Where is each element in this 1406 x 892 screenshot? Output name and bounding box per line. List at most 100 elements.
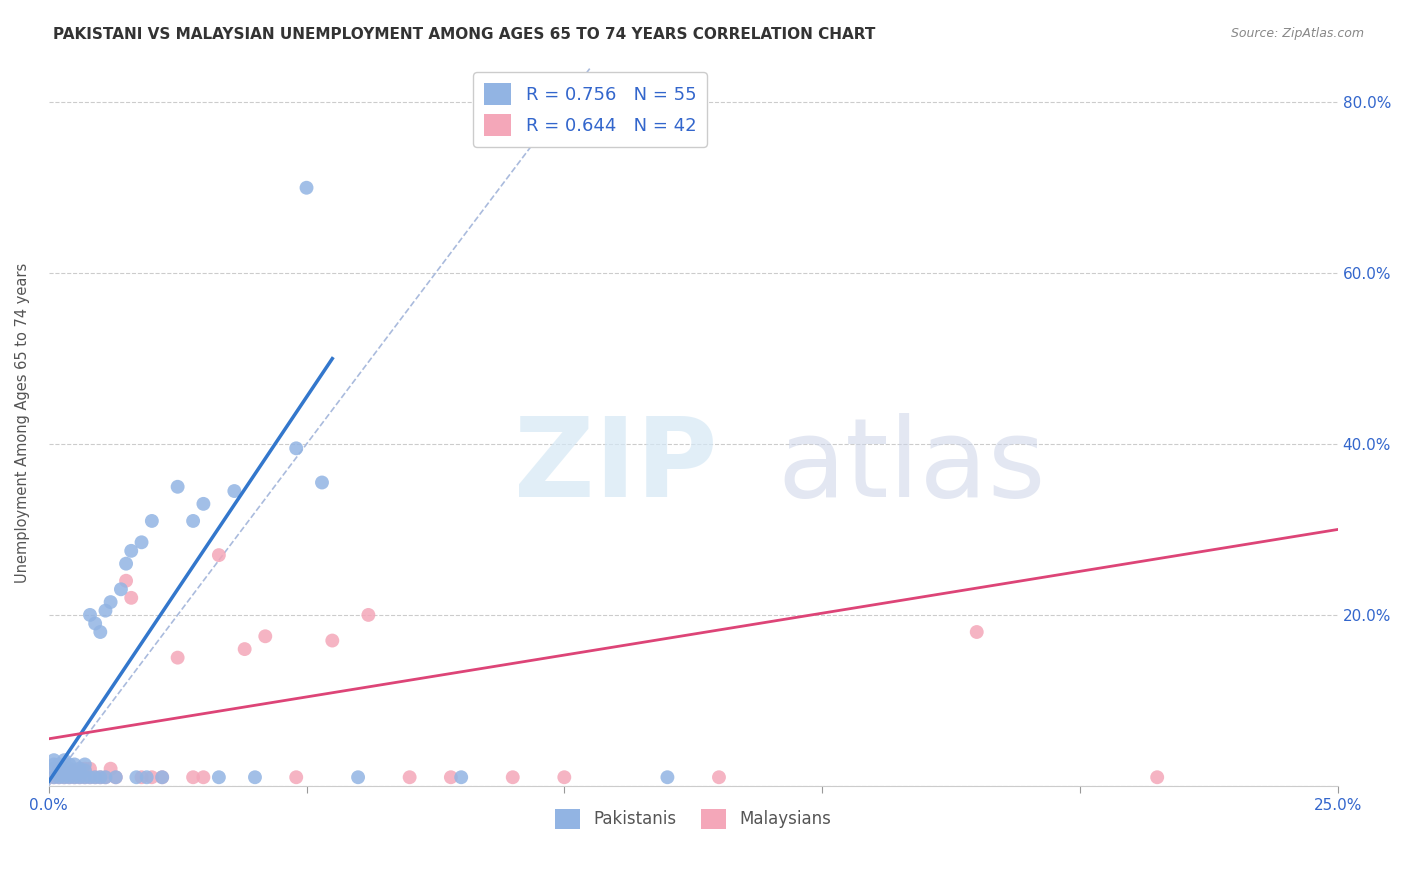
Point (357, 607, 380, 622)
Point (84, 770, 107, 784)
Point (966, 625, 988, 640)
Point (193, 770, 215, 784)
Point (104, 770, 127, 784)
Point (42, 753, 65, 767)
Point (100, 762, 122, 776)
Point (120, 544, 142, 558)
Point (166, 480, 188, 494)
Point (48, 770, 70, 784)
Point (58, 762, 80, 776)
Point (254, 629, 277, 643)
Point (73, 764, 96, 778)
Point (69, 762, 91, 776)
Point (181, 770, 204, 784)
Point (48, 762, 70, 776)
Point (181, 514, 204, 528)
Point (295, 180, 318, 194)
Point (193, 497, 215, 511)
Point (84, 770, 107, 784)
Point (311, 475, 333, 490)
Point (150, 770, 173, 784)
Point (42, 762, 65, 776)
Point (502, 770, 524, 784)
Point (69, 766, 91, 780)
Point (58, 770, 80, 784)
Point (53, 753, 76, 767)
Point (63, 766, 86, 780)
Point (42, 762, 65, 776)
Point (208, 770, 231, 784)
Point (84, 616, 107, 631)
Point (79, 770, 101, 784)
Point (69, 770, 91, 784)
Point (115, 574, 138, 588)
Point (94, 770, 117, 784)
Point (398, 770, 420, 784)
Point (53, 770, 76, 784)
Point (79, 607, 101, 622)
Point (89, 770, 111, 784)
Y-axis label: Unemployment Among Ages 65 to 74 years: Unemployment Among Ages 65 to 74 years (15, 262, 30, 582)
Point (125, 770, 148, 784)
Point (450, 770, 472, 784)
Text: atlas: atlas (778, 413, 1046, 520)
Point (79, 770, 101, 784)
Point (657, 770, 679, 784)
Point (69, 770, 91, 784)
Point (63, 770, 86, 784)
Point (131, 770, 153, 784)
Point (42, 770, 65, 784)
Point (63, 770, 86, 784)
Point (224, 483, 246, 498)
Point (58, 766, 80, 780)
Point (42, 757, 65, 772)
Point (53, 770, 76, 784)
Point (73, 770, 96, 784)
Point (48, 762, 70, 776)
Point (73, 770, 96, 784)
Point (94, 770, 117, 784)
Point (440, 770, 463, 784)
Point (42, 770, 65, 784)
Point (48, 757, 70, 772)
Point (58, 762, 80, 776)
Point (141, 514, 163, 528)
Point (100, 595, 122, 609)
Point (73, 757, 96, 772)
Point (58, 770, 80, 784)
Legend: Pakistanis, Malaysians: Pakistanis, Malaysians (548, 802, 838, 836)
Point (135, 770, 157, 784)
Point (89, 770, 111, 784)
Point (73, 762, 96, 776)
Point (243, 770, 266, 784)
Point (321, 633, 343, 648)
Point (120, 591, 142, 605)
Point (233, 642, 256, 657)
Point (94, 604, 117, 618)
Point (208, 548, 231, 562)
Point (53, 766, 76, 780)
Point (48, 766, 70, 780)
Point (285, 770, 308, 784)
Point (1146, 770, 1168, 784)
Point (63, 757, 86, 772)
Text: PAKISTANI VS MALAYSIAN UNEMPLOYMENT AMONG AGES 65 TO 74 YEARS CORRELATION CHART: PAKISTANI VS MALAYSIAN UNEMPLOYMENT AMON… (53, 27, 876, 42)
Point (141, 770, 163, 784)
Point (166, 650, 188, 665)
Point (115, 557, 138, 571)
Point (48, 770, 70, 784)
Point (58, 757, 80, 772)
Point (347, 770, 370, 784)
Point (110, 582, 132, 597)
Point (63, 764, 86, 778)
Point (707, 770, 730, 784)
Point (53, 766, 76, 780)
Point (53, 762, 76, 776)
Point (104, 770, 127, 784)
Text: ZIP: ZIP (515, 413, 717, 520)
Text: Source: ZipAtlas.com: Source: ZipAtlas.com (1230, 27, 1364, 40)
Point (553, 770, 575, 784)
Point (150, 770, 173, 784)
Point (285, 442, 308, 456)
Point (131, 535, 153, 549)
